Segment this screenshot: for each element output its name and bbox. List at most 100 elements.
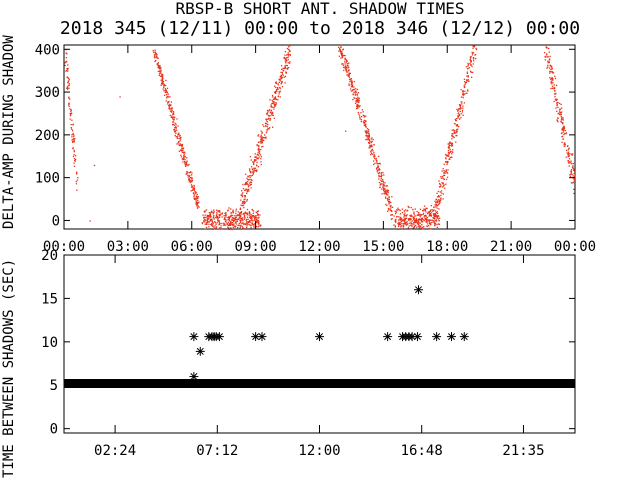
top-data-point <box>256 225 258 228</box>
top-data-point <box>155 56 157 58</box>
top-data-point <box>69 98 71 100</box>
top-data-point <box>356 99 358 101</box>
top-data-point <box>178 144 180 146</box>
top-data-point <box>227 218 230 221</box>
top-data-point <box>240 215 242 217</box>
top-data-point <box>432 213 435 215</box>
top-y-axis-label: DELTA-AMP DURING SHADOW <box>1 35 17 229</box>
top-data-point <box>253 161 255 163</box>
top-data-point <box>417 219 419 221</box>
top-data-point <box>338 50 340 52</box>
top-data-point <box>175 123 177 126</box>
top-data-point <box>370 144 372 147</box>
top-data-point <box>367 130 370 132</box>
top-data-point <box>67 80 69 82</box>
top-data-point <box>69 113 71 115</box>
top-data-point <box>437 196 439 198</box>
top-data-point <box>240 221 242 223</box>
top-data-point <box>383 193 385 195</box>
top-data-point <box>68 87 70 89</box>
top-data-point <box>389 205 391 207</box>
top-data-point <box>472 63 474 65</box>
top-data-point <box>549 72 551 74</box>
top-data-point <box>472 57 475 59</box>
top-data-point <box>249 212 251 214</box>
top-data-point <box>269 115 271 117</box>
top-data-point <box>415 220 417 222</box>
top-data-point <box>422 213 424 216</box>
top-data-point <box>188 164 190 166</box>
top-data-point <box>465 66 468 68</box>
top-data-point <box>248 188 250 190</box>
top-data-point <box>172 112 174 115</box>
top-data-point <box>435 219 437 221</box>
top-data-point <box>370 138 372 140</box>
top-data-point <box>277 88 279 90</box>
top-data-point <box>233 225 236 228</box>
top-data-point <box>209 218 212 221</box>
top-data-point <box>158 70 161 72</box>
top-data-point <box>395 213 397 215</box>
top-data-point <box>349 72 351 75</box>
top-data-point <box>440 176 442 178</box>
top-data-point <box>186 172 188 174</box>
top-data-point <box>406 214 408 216</box>
top-data-point <box>352 99 354 101</box>
outlier-point <box>447 332 457 342</box>
top-data-point <box>161 81 163 84</box>
top-data-point <box>255 170 258 173</box>
top-data-point <box>231 222 233 224</box>
top-data-point <box>249 171 251 173</box>
top-data-point <box>455 131 457 133</box>
top-data-point <box>204 216 206 219</box>
top-data-point <box>221 213 223 215</box>
top-data-point <box>212 224 214 226</box>
top-data-point <box>214 221 216 224</box>
top-data-point <box>475 57 477 60</box>
top-data-point <box>182 149 184 152</box>
outlier-point <box>189 332 199 342</box>
top-data-point <box>250 225 252 227</box>
top-data-point <box>174 116 176 119</box>
top-data-point <box>172 121 174 123</box>
top-data-point <box>459 108 461 110</box>
top-data-point <box>240 219 242 221</box>
outlier-point <box>189 372 199 382</box>
top-data-point <box>254 220 256 222</box>
top-data-point <box>72 133 74 135</box>
top-data-point <box>242 220 244 222</box>
top-data-point <box>557 102 559 104</box>
top-data-point <box>211 224 213 227</box>
top-data-point <box>425 221 427 223</box>
top-data-point <box>170 116 172 118</box>
top-data-point <box>407 209 409 212</box>
top-data-point <box>547 64 549 66</box>
top-data-point <box>572 165 574 167</box>
top-data-point <box>426 207 428 210</box>
top-data-point <box>377 163 380 165</box>
top-data-point <box>68 83 70 85</box>
top-data-point <box>348 76 350 78</box>
top-data-point <box>402 225 405 227</box>
top-data-point <box>351 85 353 87</box>
top-data-point <box>423 220 425 222</box>
top-data-point <box>440 184 442 186</box>
top-data-point <box>356 107 359 109</box>
top-data-point <box>568 158 571 160</box>
top-data-point <box>275 98 278 100</box>
top-data-point <box>410 214 412 216</box>
top-data-point <box>469 59 471 61</box>
top-data-point <box>247 175 249 177</box>
top-data-point <box>206 216 208 218</box>
top-data-point <box>469 62 471 65</box>
top-data-point <box>464 90 466 92</box>
top-data-point <box>226 219 228 221</box>
top-data-point <box>448 144 450 146</box>
top-y-tick-label: 200 <box>35 128 60 144</box>
top-data-point <box>563 125 565 127</box>
top-data-point <box>206 221 209 223</box>
top-data-point <box>221 228 223 230</box>
top-data-point <box>208 226 210 228</box>
top-data-point <box>188 175 190 178</box>
top-data-point <box>573 169 575 171</box>
